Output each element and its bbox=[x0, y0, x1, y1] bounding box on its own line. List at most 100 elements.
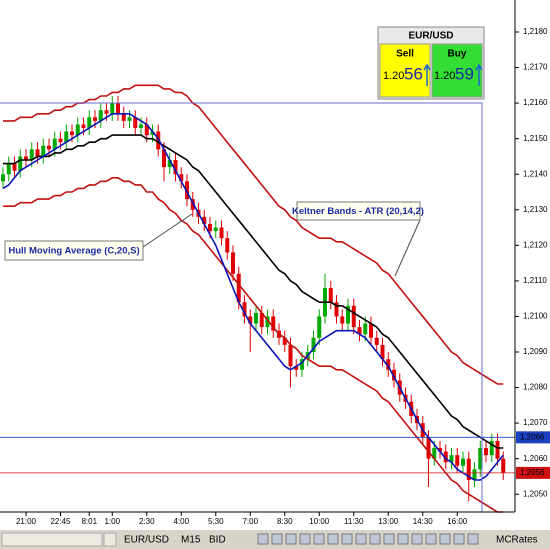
y-tick-label: 1,2180 bbox=[523, 27, 548, 36]
x-tick-label: 11:30 bbox=[344, 517, 364, 526]
x-tick-label: 21:00 bbox=[16, 517, 37, 526]
indicator-line bbox=[3, 176, 504, 513]
widget-symbol: EUR/USD bbox=[408, 31, 453, 42]
plot-area bbox=[0, 84, 515, 513]
tool-icon[interactable] bbox=[285, 533, 297, 545]
x-tick-label: 2:30 bbox=[139, 517, 155, 526]
tool-icon[interactable] bbox=[257, 533, 269, 545]
candle-body bbox=[116, 103, 120, 114]
candle-body bbox=[495, 440, 500, 459]
candle-body bbox=[202, 216, 207, 224]
sell-button[interactable] bbox=[379, 43, 431, 98]
candle-body bbox=[121, 113, 126, 121]
candle-body bbox=[150, 131, 155, 136]
tool-icon[interactable] bbox=[355, 533, 367, 545]
tool-icon[interactable] bbox=[411, 533, 423, 545]
y-tick-label: 1,2100 bbox=[523, 312, 548, 321]
candle-body bbox=[484, 448, 488, 456]
candle-body bbox=[259, 312, 264, 328]
tool-icon[interactable] bbox=[341, 533, 353, 545]
price-marker bbox=[516, 431, 550, 444]
x-tick-label: 14:30 bbox=[413, 517, 434, 526]
candle-body bbox=[271, 316, 276, 331]
axes: 1,2050 1,2060 1,2070 1,2080 1,2090 1,2100 1,21… bbox=[16, 27, 550, 526]
indicator-line bbox=[2, 112, 504, 481]
tool-icon[interactable] bbox=[383, 533, 395, 545]
candle-body bbox=[265, 316, 270, 328]
sell-big-figure: 1.20 bbox=[383, 70, 404, 82]
candle-body bbox=[340, 316, 345, 324]
y-tick-label: 1,2060 bbox=[523, 454, 548, 463]
sell-label: Sell bbox=[396, 49, 414, 60]
price-marker-label: 1,2056 bbox=[520, 468, 545, 477]
candle-body bbox=[282, 337, 287, 345]
toolbar: EUR/USD M15 BID MCRates bbox=[0, 530, 550, 549]
tool-icon[interactable] bbox=[453, 533, 465, 545]
candle-body bbox=[432, 448, 437, 459]
toolbar-symbol[interactable]: EUR/USD bbox=[124, 535, 169, 546]
annotation-box bbox=[296, 201, 421, 221]
buy-button[interactable] bbox=[431, 43, 483, 98]
candle-body bbox=[328, 288, 333, 303]
candle-body bbox=[300, 359, 304, 370]
candle-body bbox=[144, 124, 149, 136]
candle-body bbox=[70, 131, 74, 136]
y-tick-label: 1,2150 bbox=[523, 134, 548, 143]
candle-body bbox=[472, 469, 477, 480]
tool-icon[interactable] bbox=[467, 533, 479, 545]
indicator-line bbox=[3, 84, 504, 385]
tool-icon[interactable] bbox=[313, 533, 325, 545]
candle-body bbox=[478, 448, 483, 470]
sell-pips: 56 bbox=[404, 64, 423, 83]
trade-widget: EUR/USD Sell Buy 1.20 56 1.20 59 bbox=[377, 26, 485, 100]
x-tick-label: 10:00 bbox=[309, 517, 330, 526]
y-tick-label: 1,2130 bbox=[523, 205, 548, 214]
candle-body bbox=[438, 448, 442, 452]
candle-body bbox=[18, 156, 23, 171]
annotation-pointer bbox=[142, 213, 193, 248]
tool-icon[interactable] bbox=[299, 533, 311, 545]
candle-body bbox=[64, 131, 69, 143]
sell-arrow bbox=[423, 63, 431, 86]
toolbar-icons bbox=[257, 533, 479, 545]
candle-body bbox=[127, 117, 132, 121]
y-tick-label: 1,2170 bbox=[523, 63, 548, 72]
candle-body bbox=[455, 455, 460, 466]
candle-body bbox=[346, 305, 350, 324]
candle-body bbox=[190, 199, 195, 210]
candle-body bbox=[386, 359, 391, 370]
toolbar-provider[interactable]: MCRates bbox=[496, 535, 538, 546]
tool-icon[interactable] bbox=[425, 533, 437, 545]
price-marker-label: 1,2066 bbox=[520, 432, 545, 441]
candle-body bbox=[466, 458, 471, 480]
tool-icon[interactable] bbox=[439, 533, 451, 545]
candle-body bbox=[156, 131, 161, 150]
scroll-button[interactable] bbox=[103, 532, 117, 547]
candle-body bbox=[443, 451, 448, 463]
tool-icon[interactable] bbox=[369, 533, 381, 545]
y-tick-label: 1,2140 bbox=[523, 169, 548, 178]
candle-body bbox=[12, 163, 17, 171]
y-tick-label: 1,2090 bbox=[523, 347, 548, 356]
candle-body bbox=[231, 252, 235, 274]
tool-icon[interactable] bbox=[271, 533, 283, 545]
candle-body bbox=[167, 160, 172, 168]
candle-body bbox=[248, 316, 253, 324]
tool-icon[interactable] bbox=[397, 533, 409, 545]
toolbar-timeframe[interactable]: M15 bbox=[181, 535, 201, 546]
candle-body bbox=[392, 369, 396, 381]
candle-body bbox=[363, 323, 368, 335]
candle-body bbox=[311, 337, 316, 352]
candle-body bbox=[208, 224, 212, 232]
scrollbar[interactable] bbox=[1, 532, 103, 547]
candle-body bbox=[87, 117, 92, 128]
tool-icon[interactable] bbox=[327, 533, 339, 545]
candle-body bbox=[213, 227, 218, 232]
buy-big-figure: 1.20 bbox=[434, 70, 455, 82]
candle-body bbox=[104, 110, 109, 114]
candle-body bbox=[219, 227, 224, 239]
toolbar-price-type[interactable]: BID bbox=[209, 535, 226, 546]
candle-body bbox=[41, 145, 46, 157]
